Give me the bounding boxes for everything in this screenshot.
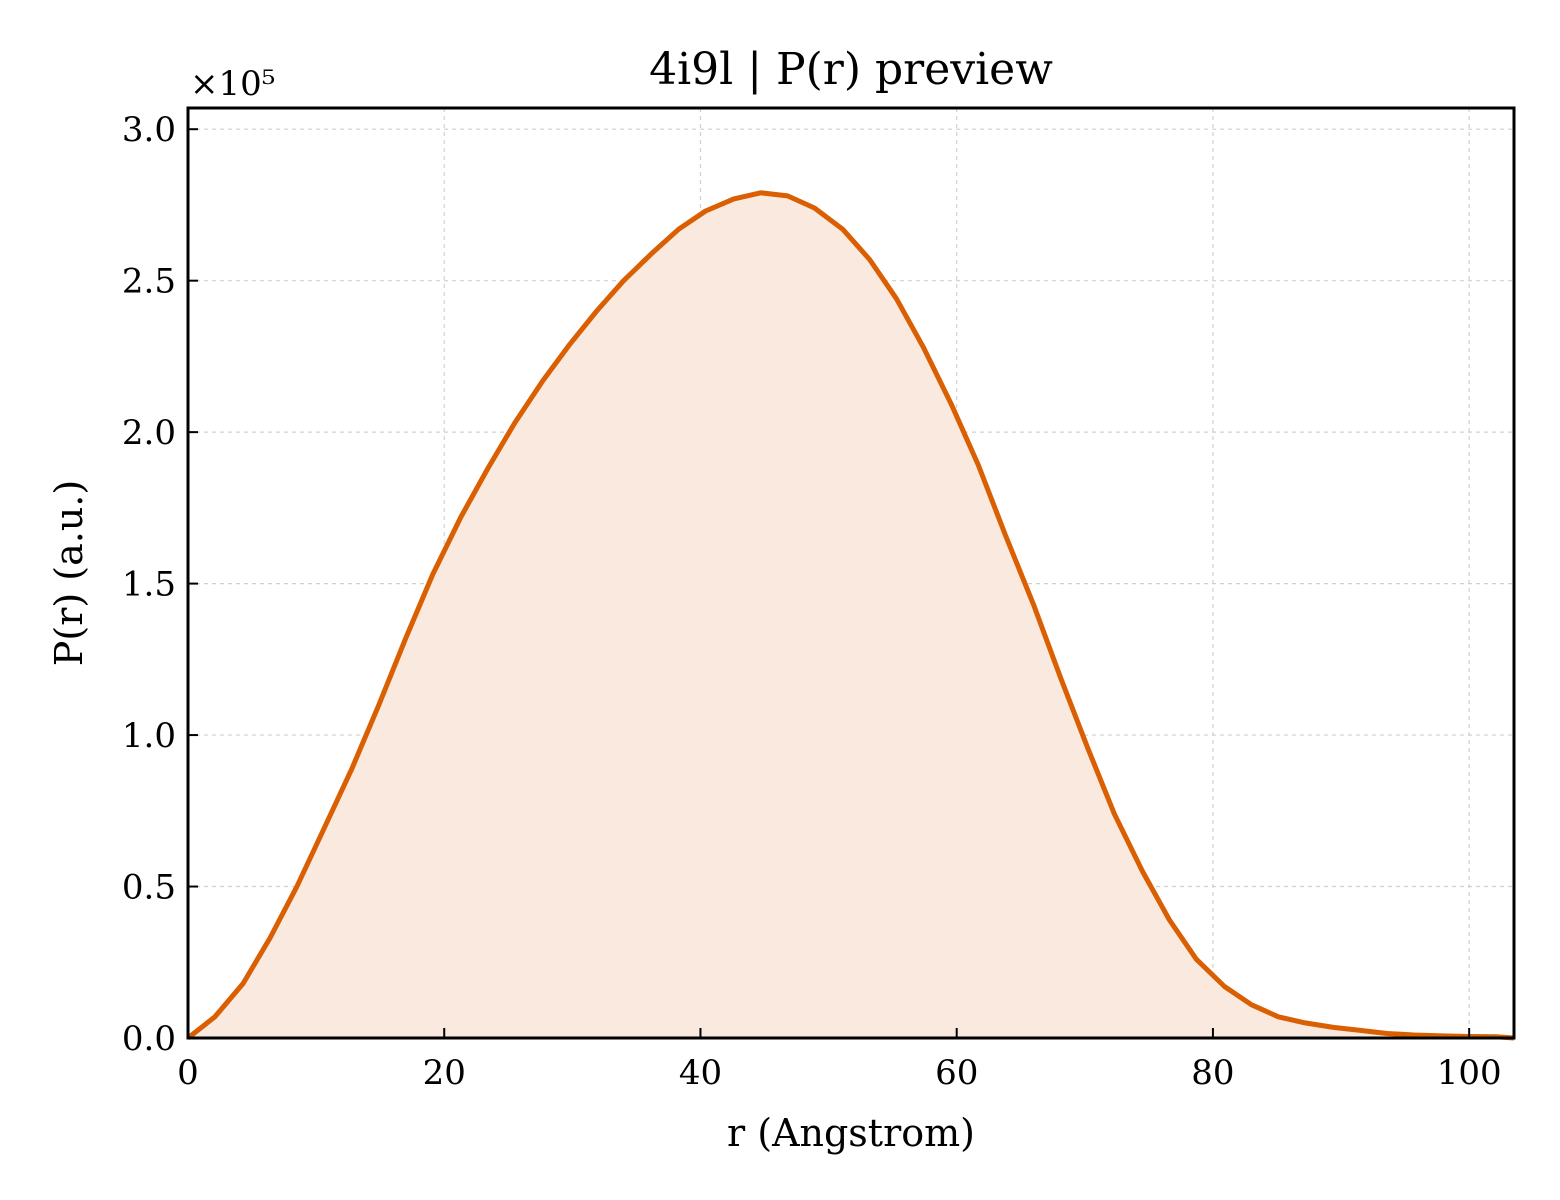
data-point [976,463,981,468]
data-point [758,190,763,195]
y-tick-label: 0.5 [122,868,176,908]
data-point [485,466,490,471]
pr-area-fill [188,192,1514,1039]
data-point [403,636,408,641]
tick-marks [187,128,1471,1039]
x-tick-label: 40 [679,1053,722,1093]
y-tick-label: 2.5 [122,262,176,302]
data-point [567,342,572,347]
data-point [812,206,817,211]
data-point [1194,957,1199,962]
y-axis-label: P(r) (a.u.) [47,480,91,666]
y-tick-label: 0.0 [122,1019,176,1059]
x-axis-label: r (Angstrom) [727,1111,975,1155]
data-point [621,278,626,283]
data-point [1085,745,1090,750]
data-point [949,402,954,407]
data-point [703,209,708,214]
y-tick-label: 3.0 [122,110,176,150]
data-point [241,981,246,986]
data-point [376,702,381,707]
data-point [350,766,355,771]
chart-title: 4i9l | P(r) preview [649,44,1053,95]
y-tick-label: 1.5 [122,565,176,605]
x-tick-label: 80 [1191,1053,1234,1093]
data-point [458,515,463,520]
data-point [731,196,736,201]
data-point [1167,917,1172,922]
data-point [1031,602,1036,607]
data-point [676,227,681,232]
data-point [921,345,926,350]
data-point [1331,1025,1336,1030]
x-tick-label: 20 [423,1053,466,1093]
data-point [294,884,299,889]
data-point [649,251,654,256]
data-point [1358,1028,1363,1033]
data-point [540,378,545,383]
data-point [512,421,517,426]
data-point [594,309,599,314]
pr-series-line [186,190,1515,1041]
data-point [321,827,326,832]
data-point [867,257,872,262]
data-point [1303,1020,1308,1025]
data-point [1112,811,1117,816]
data-point [1222,984,1227,989]
x-tick-label: 0 [177,1053,199,1093]
data-point [1276,1014,1281,1019]
tick-labels: 0 20 40 60 80 100 0.0 0.5 1.0 1.5 2.0 2.5 3.0 [122,110,1502,1093]
y-offset-label: ×10⁵ [190,64,275,104]
data-point [1058,675,1063,680]
x-tick-label: 100 [1437,1053,1502,1093]
data-point [430,572,435,577]
data-point [785,193,790,198]
data-point [894,296,899,301]
x-tick-label: 60 [935,1053,978,1093]
data-point [212,1014,217,1019]
data-point [840,227,845,232]
plot-frame [186,106,1516,1040]
y-tick-label: 1.0 [122,716,176,756]
y-tick-label: 2.0 [122,413,176,453]
data-point [1003,533,1008,538]
data-point [268,936,273,941]
data-point [1249,1002,1254,1007]
data-point [1140,869,1145,874]
data-point [1385,1031,1390,1036]
